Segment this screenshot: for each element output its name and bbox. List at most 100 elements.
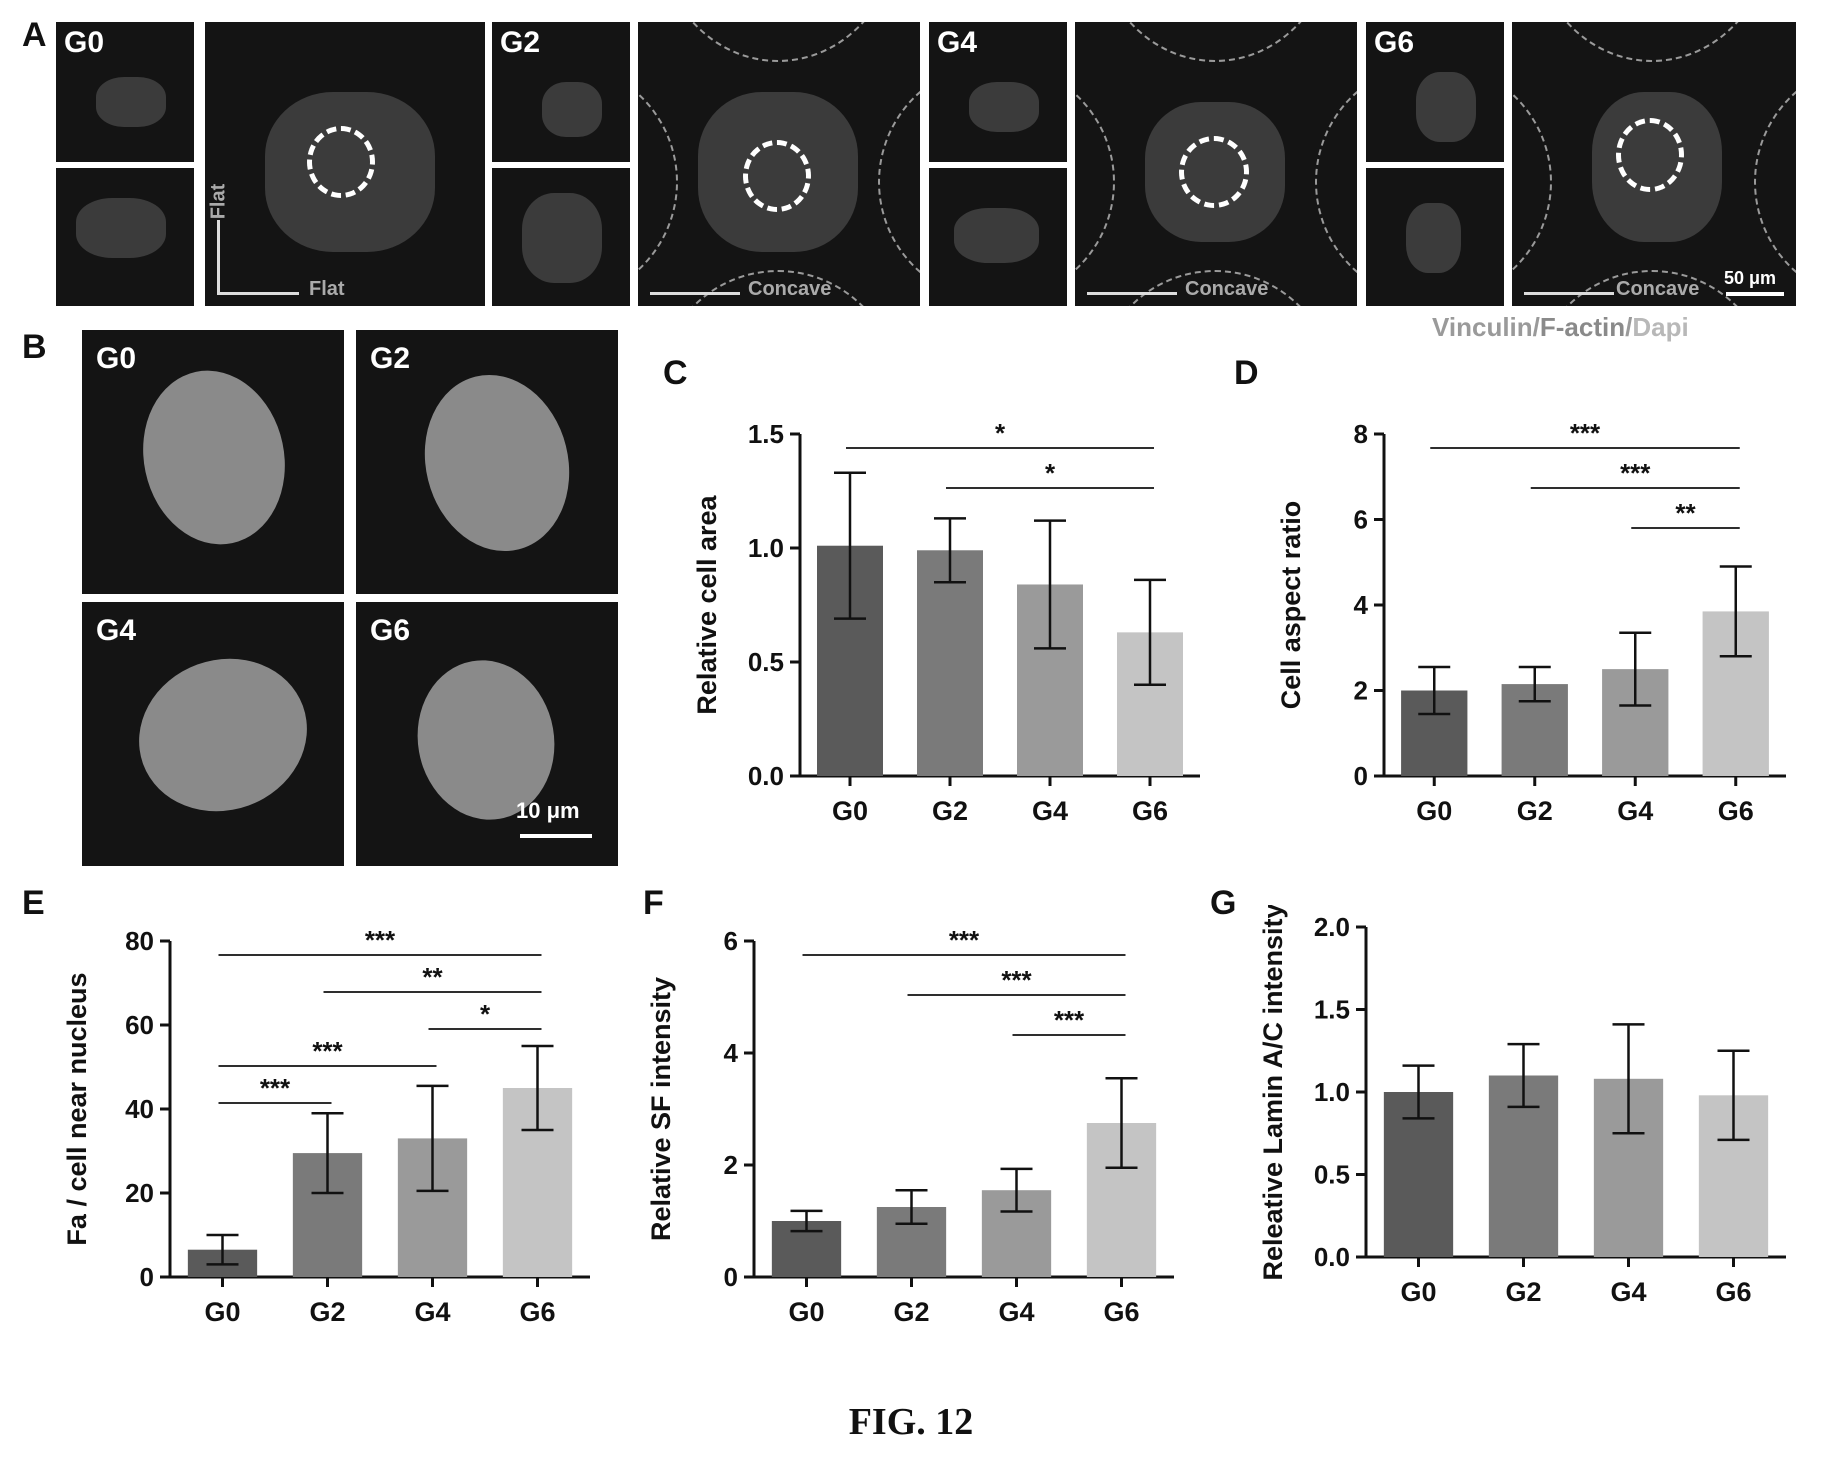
panel-b-g2-label: G2 <box>370 342 411 375</box>
x-tick-label: G0 <box>1400 1277 1436 1307</box>
y-tick-label: 0 <box>140 1262 154 1292</box>
panel-a-g0-label: G0 <box>64 26 105 59</box>
significance-label: *** <box>365 925 396 955</box>
nucleus-outline <box>1616 118 1684 192</box>
panel-f-chart: 0 2 4 6 Relative SF intensity G0 G2 G4 G6 *** *** *… <box>648 925 1174 1327</box>
nucleus-image <box>127 357 301 558</box>
concave-boundary <box>638 62 678 302</box>
y-tick-label: 0.0 <box>1314 1242 1350 1272</box>
y-tick-label: 40 <box>125 1094 154 1124</box>
horizontal-axis-arrow <box>217 292 299 295</box>
horizontal-axis-arrow <box>650 292 740 295</box>
stain-dapi: Dapi <box>1632 312 1689 342</box>
x-tick-label: G4 <box>998 1297 1034 1327</box>
horizontal-axis-label: Concave <box>748 278 832 300</box>
x-tick-label: G6 <box>519 1297 555 1327</box>
y-tick-label: 60 <box>125 1010 154 1040</box>
significance-label: *** <box>312 1036 343 1066</box>
x-tick-label: G2 <box>1505 1277 1541 1307</box>
y-tick-label: 0.0 <box>748 761 784 791</box>
cell-signal <box>96 77 166 127</box>
cell-signal <box>542 82 602 137</box>
concave-boundary <box>878 62 920 302</box>
nucleus-outline <box>743 140 811 212</box>
panel-b-g6: G6 10 μm <box>356 602 618 866</box>
x-tick-label: G2 <box>893 1297 929 1327</box>
concave-boundary <box>1512 62 1552 302</box>
panel-a-letter: A <box>22 16 47 54</box>
significance-label: * <box>995 418 1006 448</box>
stain-vinculin: Vinculin <box>1432 312 1533 342</box>
panel-b-g4: G4 <box>82 602 344 866</box>
panel-a-g0-small-bottom <box>56 168 194 306</box>
nucleus-image <box>117 635 329 835</box>
scale-bar-label: 50 μm <box>1724 268 1777 288</box>
y-axis-label: Relative cell area <box>692 494 722 714</box>
panel-b-g0-label: G0 <box>96 342 137 375</box>
concave-boundary <box>1095 22 1335 62</box>
y-tick-label: 6 <box>724 926 738 956</box>
panel-b-g0: G0 <box>82 330 344 594</box>
significance-label: *** <box>1570 418 1601 448</box>
y-axis-label: Relative SF intensity <box>648 977 676 1241</box>
scale-bar <box>520 834 592 838</box>
concave-boundary <box>1532 22 1772 62</box>
panel-a-g6-small-top: G6 <box>1366 22 1504 162</box>
panel-a-g4-label: G4 <box>937 26 978 59</box>
y-tick-label: 20 <box>125 1178 154 1208</box>
y-axis-label: Fa / cell near nucleus <box>62 972 92 1245</box>
y-tick-label: 2 <box>1354 676 1368 706</box>
cell-signal <box>1406 203 1461 273</box>
y-tick-label: 0 <box>724 1262 738 1292</box>
panel-b-g4-label: G4 <box>96 614 137 647</box>
vertical-axis-label: Flat <box>207 183 230 220</box>
significance-label: * <box>480 999 491 1029</box>
x-tick-label: G0 <box>832 796 868 826</box>
y-tick-label: 1.0 <box>1314 1077 1350 1107</box>
x-tick-label: G4 <box>1032 796 1068 826</box>
cell-signal <box>76 198 166 258</box>
panel-a-g2-main: Concave <box>638 22 920 306</box>
x-tick-label: G6 <box>1132 796 1168 826</box>
panel-e-chart: 0 20 40 60 80 Fa / cell near nucleus G0 G2 G4 G6 *… <box>62 925 590 1327</box>
y-tick-label: 80 <box>125 926 154 956</box>
significance-label: * <box>1045 458 1056 488</box>
y-tick-label: 8 <box>1354 419 1368 449</box>
figure-caption: FIG. 12 <box>848 1401 974 1443</box>
bar <box>917 550 983 776</box>
y-tick-label: 0.5 <box>748 647 784 677</box>
nucleus-outline <box>307 126 375 198</box>
scale-bar-label: 10 μm <box>516 798 580 823</box>
concave-boundary <box>658 22 898 62</box>
y-tick-label: 0 <box>1354 761 1368 791</box>
x-tick-label: G0 <box>1416 796 1452 826</box>
y-tick-label: 0.5 <box>1314 1160 1350 1190</box>
panel-a-g6-main: Concave 50 μm <box>1512 22 1796 306</box>
stain-factin: F-actin <box>1539 312 1626 342</box>
x-tick-label: G6 <box>1718 796 1754 826</box>
cell-signal <box>954 208 1039 263</box>
horizontal-axis-arrow <box>1524 292 1614 295</box>
concave-boundary <box>1754 62 1796 302</box>
panel-a-g0-main: Flat Flat <box>205 22 485 306</box>
nucleus-image <box>406 359 588 567</box>
y-tick-label: 1.0 <box>748 533 784 563</box>
x-tick-label: G4 <box>1617 796 1653 826</box>
y-tick-label: 2.0 <box>1314 912 1350 942</box>
y-tick-label: 4 <box>724 1038 739 1068</box>
y-axis-label: Cell aspect ratio <box>1276 501 1306 710</box>
panel-g-chart: 0.0 0.5 1.0 1.5 2.0 Releative Lamin A/C inten… <box>1258 905 1786 1307</box>
panel-a-g6-label: G6 <box>1374 26 1415 59</box>
panel-b-g2: G2 <box>356 330 618 594</box>
x-tick-label: G4 <box>1610 1277 1646 1307</box>
panel-a-g2-small-top: G2 <box>492 22 630 162</box>
y-tick-label: 4 <box>1354 590 1369 620</box>
y-axis-label: Releative Lamin A/C intensity <box>1258 905 1288 1281</box>
stain-legend: Vinculin/F-actin/Dapi <box>1432 312 1689 343</box>
concave-boundary <box>1315 62 1357 302</box>
panel-c-letter: C <box>663 354 688 392</box>
y-tick-label: 1.5 <box>1314 995 1350 1025</box>
stain-separator: / <box>1625 312 1633 342</box>
x-tick-label: G2 <box>309 1297 345 1327</box>
